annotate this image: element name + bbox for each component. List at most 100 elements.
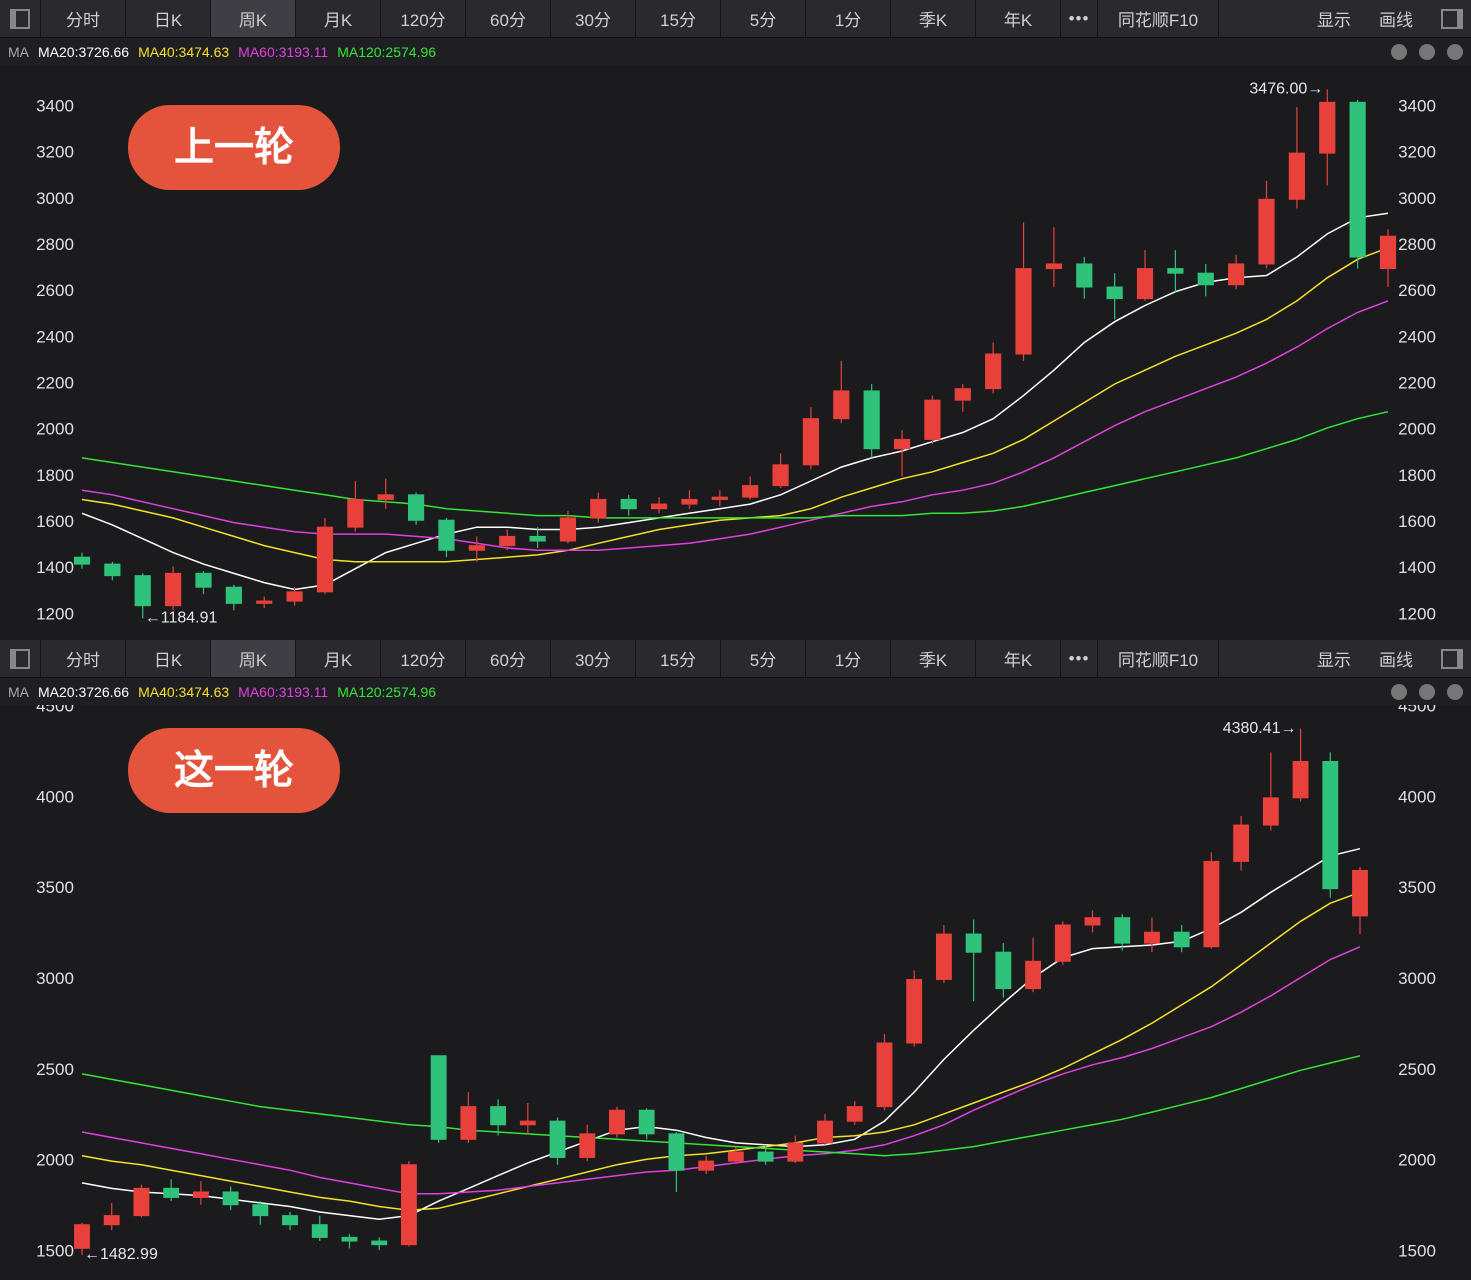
toolbar-tab[interactable]: 60分 [466,640,551,677]
toolbar-tab[interactable]: 1分 [806,0,891,37]
toolbar-tab[interactable]: 30分 [551,0,636,37]
candle-body [1106,286,1123,300]
label-badge [128,728,340,813]
toolbar-button[interactable]: 显示 [1317,651,1351,670]
y-tick-label: 1500 [36,1241,74,1260]
toolbar-icon [0,0,41,37]
toolbar-tab[interactable]: 日K [126,640,211,677]
candle-body [893,438,911,450]
toolbar-tab[interactable]: 年K [976,0,1061,37]
toolbar-tab[interactable]: 15分 [636,640,721,677]
icon[interactable] [1447,683,1463,700]
y-tick-label: 1600 [36,512,74,531]
y2-tick-label: 3000 [1398,969,1436,988]
candle-body [490,1106,507,1126]
y2-tick-label: 3200 [1398,143,1436,162]
legend-entry: MA120:2574.96 [337,683,437,700]
candle-body [286,591,303,602]
ma-line [81,946,1361,1195]
toolbar-button[interactable]: 画线 [1379,11,1413,30]
toolbar-tab[interactable]: 年K [976,640,1061,677]
legend-entry: MA40:3474.63 [138,43,230,60]
toolbar-tab[interactable]: 分时 [41,0,126,37]
toolbar: 分时 日K 周K 月K 120分 60分 30分 15分 5分 1分 季K 年K ••• 同花顺F10 显示… [0,0,1471,38]
toolbar-tab[interactable]: 15分 [636,0,721,37]
candle-body [711,496,728,500]
legend: MA MA20:3726.66 MA40:3474.63 MA60:3193.11 MA… [0,38,1471,65]
annotation: 4380.41→ [1223,720,1297,737]
y2-tick-label: 1500 [1398,1241,1436,1260]
candle-body [995,951,1012,990]
chart: 1500 1500 2000 2000 2500 2500 3000 3000 3500 3500… [36,696,1436,1263]
toolbar-tab[interactable]: 30分 [551,640,636,677]
legend-prefix: MA [8,43,29,60]
y-tick-label: 3500 [36,878,74,897]
legend-entry: MA120:2574.96 [337,43,437,60]
legend-entry: MA20:3726.66 [38,43,130,60]
candle-body [698,1160,715,1171]
y2-tick-label: 1400 [1398,558,1436,577]
y-tick-label: 2000 [36,420,74,439]
candle-body [668,1133,685,1171]
annotation: ←1482.99 [84,1246,158,1263]
y2-tick-label: 3400 [1398,96,1436,115]
icon[interactable] [1447,43,1463,60]
toolbar-tab[interactable]: 周K [211,640,296,677]
legend-entry: MA20:3726.66 [38,683,130,700]
y2-tick-label: 2400 [1398,327,1436,346]
candle-body [1322,760,1339,890]
toolbar-tab[interactable]: 月K [296,0,381,37]
candle-body [430,1055,447,1140]
candle-body [341,1236,358,1242]
y2-tick-label: 3000 [1398,189,1436,208]
legend-entry: MA60:3193.11 [238,683,329,700]
candle-body [620,498,637,510]
toolbar-tab[interactable]: 60分 [466,0,551,37]
toolbar-button[interactable]: 显示 [1317,11,1351,30]
toolbar-tab[interactable]: 日K [126,0,211,37]
candle-body [1114,917,1131,944]
y-tick-label: 2500 [36,1060,74,1079]
y-tick-label: 3200 [36,143,74,162]
toolbar-tab[interactable]: 同花顺F10 [1098,0,1219,37]
toolbar-tab[interactable]: 1分 [806,640,891,677]
toolbar-tab[interactable]: 月K [296,640,381,677]
toolbar-tab[interactable]: ••• [1061,640,1098,677]
icon[interactable] [1419,43,1435,60]
toolbar-tab[interactable]: 120分 [381,640,466,677]
candle-body [165,572,182,607]
y2-tick-label: 1200 [1398,604,1436,623]
toolbar-tab[interactable]: 5分 [721,0,806,37]
candle-body [727,1151,744,1162]
toolbar-button[interactable]: 画线 [1379,651,1413,670]
y-tick-label: 2600 [36,281,74,300]
toolbar-tab[interactable]: 同花顺F10 [1098,640,1219,677]
toolbar-tab[interactable]: 分时 [41,640,126,677]
candle-body [579,1133,596,1158]
candle-body [133,1187,150,1217]
toolbar-icon [0,640,41,677]
toolbar-tab[interactable]: 季K [891,0,976,37]
candle-body [833,390,850,420]
icon[interactable] [1391,43,1407,60]
toolbar-tab[interactable]: ••• [1061,0,1098,37]
candle-body [134,575,151,607]
icon[interactable] [1391,683,1407,700]
candle-body [1228,263,1245,286]
chart-panel: 1200 1200 1400 1400 1600 1600 1800 1800 2000 2000… [0,0,1471,627]
candle-body [222,1191,239,1206]
candle-body [347,498,364,528]
icon [1441,648,1463,669]
y-tick-label: 1200 [36,604,74,623]
toolbar-tab[interactable]: 5分 [721,640,806,677]
candle-body [1084,917,1101,926]
candle-body [787,1142,804,1162]
toolbar-tab[interactable]: 120分 [381,0,466,37]
candle-body [954,388,971,401]
chart: 1200 1200 1400 1400 1600 1600 1800 1800 2000 2000… [36,81,1436,627]
icon[interactable] [1419,683,1435,700]
candle-body [1379,235,1397,270]
toolbar-tab[interactable]: 季K [891,640,976,677]
toolbar-tab[interactable]: 周K [211,0,296,37]
candle-body [377,494,394,500]
